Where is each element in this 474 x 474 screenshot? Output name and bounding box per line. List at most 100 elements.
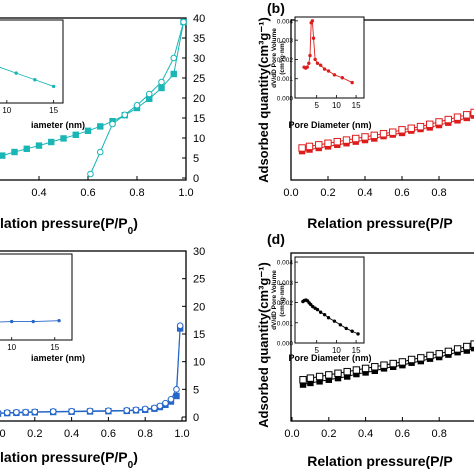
inset-x-tick-label: 5: [314, 346, 319, 355]
data-point-desorption: [86, 407, 94, 415]
inset-data-point: [326, 316, 331, 320]
x-tick-label: 0.8: [431, 187, 446, 199]
panel-d: 0.0 0.2 0.4 0.6 0.8 Relation pressure(P/P Adso…: [256, 231, 474, 469]
data-point-desorption: [389, 128, 397, 136]
data-point-desorption: [133, 101, 141, 109]
data-point-desorption: [315, 372, 324, 381]
x-tick-label: 0.2: [27, 428, 42, 440]
y-tick-label: 30: [193, 246, 205, 258]
data-point-adsorption: [11, 148, 18, 156]
y-tick-label: 20: [193, 301, 205, 313]
x-tick-label: 0.0: [283, 187, 298, 199]
data-point-adsorption: [344, 373, 351, 380]
inset-data-point: [305, 65, 309, 69]
data-point-desorption: [167, 395, 175, 403]
data-point-desorption: [145, 90, 153, 98]
data-point-desorption: [132, 406, 140, 414]
inset-y-tick-label: 0.004: [277, 260, 294, 267]
x-tick-label: 0.4: [64, 428, 79, 440]
inset-y-tick-label: 0.001: [277, 76, 294, 83]
data-point-desorption: [333, 137, 341, 146]
inset-x-axis-label: iameter (nm): [31, 353, 85, 363]
data-point-adsorption: [371, 367, 378, 375]
inset-data-point: [322, 312, 327, 317]
inset-y-tick-label: 0.004: [277, 18, 294, 25]
data-point-desorption: [342, 136, 351, 144]
inset-y-tick-label: 0.002: [277, 300, 294, 307]
inset-data-point: [307, 61, 311, 65]
inset-frame: [0, 253, 73, 341]
data-point-desorption: [151, 404, 158, 412]
inset-data-point: [14, 71, 18, 75]
inset-x-axis-label: Pore Diameter (nm): [288, 120, 371, 130]
data-point-desorption: [49, 408, 57, 415]
data-point-adsorption: [97, 123, 104, 130]
y-tick-label: 25: [193, 274, 205, 286]
data-point-desorption: [324, 139, 332, 147]
inset-data-point: [322, 67, 327, 71]
inset-y-axis-unit: (cm³/g·nm): [279, 283, 286, 317]
inset-x-tick-label: 10: [2, 106, 11, 115]
inset-y-tick-label: 0.002: [277, 57, 294, 64]
inset-data-point: [57, 318, 61, 323]
panel-label: (d): [267, 231, 285, 247]
data-point-desorption: [141, 405, 149, 413]
inset-x-tick-label: 5: [314, 101, 319, 110]
inset-b: 5 10 15 0.000 0.001 0.002 0.003 0.004 dV/dD Pore…: [271, 16, 372, 130]
data-point-desorption: [371, 363, 379, 371]
data-point-desorption: [343, 367, 351, 376]
data-point-desorption: [470, 108, 474, 117]
plot-frame: [290, 19, 474, 181]
inset-y-axis-label: dV/dD Pore Volume: [271, 270, 278, 330]
series-line-adsorption: [0, 328, 181, 415]
inset-data-point: [356, 332, 360, 336]
data-point-desorption: [416, 122, 425, 131]
data-point-desorption: [470, 340, 474, 348]
data-point-desorption: [361, 364, 370, 373]
inset-series-line: [303, 19, 353, 83]
inset-data-point: [313, 57, 317, 62]
inset-y-axis-label: dV/dD Pore Volume: [271, 28, 278, 88]
data-point-desorption: [13, 408, 20, 416]
data-point-desorption: [380, 361, 388, 369]
data-point-desorption: [453, 345, 462, 353]
data-point-desorption: [121, 111, 129, 119]
data-point-adsorption: [48, 138, 55, 146]
x-axis-label: Relation pressure(P/P: [307, 453, 453, 469]
y-tick-label: 10: [193, 133, 205, 145]
x-tick-label: 0.6: [395, 428, 410, 440]
data-point-desorption: [352, 134, 360, 143]
data-point-desorption: [334, 369, 342, 377]
data-point-adsorption: [84, 127, 92, 134]
y-tick-label: 30: [193, 53, 205, 65]
data-point-desorption: [105, 407, 112, 414]
inset-y-tick-label: 0.000: [277, 341, 294, 348]
data-point-desorption: [444, 115, 452, 124]
x-tick-label: 0.4: [31, 187, 46, 199]
y-tick-label: 20: [193, 93, 205, 105]
plot-frame: [0, 250, 187, 422]
x-axis-label: Relation pressure(P/P: [307, 215, 453, 231]
data-point-desorption: [3, 409, 11, 416]
data-point-desorption: [123, 407, 131, 414]
x-tick-label: 0.8: [138, 428, 153, 440]
x-tick-label: 0.6: [394, 187, 409, 199]
data-point-adsorption: [334, 374, 342, 382]
inset-data-point: [311, 36, 316, 40]
data-point-desorption: [379, 130, 388, 138]
data-point-adsorption: [362, 369, 369, 376]
data-point-desorption: [173, 386, 180, 393]
data-point-adsorption: [72, 131, 79, 138]
data-point-desorption: [435, 350, 443, 358]
x-tick-label: 0.4: [357, 187, 372, 199]
inset-data-point: [31, 319, 35, 324]
inset-data-point: [344, 326, 348, 331]
data-point-adsorption: [158, 84, 165, 92]
data-point-desorption: [444, 347, 453, 356]
inset-y-tick-label: 0.003: [277, 280, 294, 287]
x-tick-label: 0.4: [358, 428, 373, 440]
inset-data-point: [326, 69, 331, 73]
inset-y-tick-label: 0.003: [277, 38, 294, 45]
data-point-desorption: [398, 358, 407, 366]
x-tick-label: 1.0: [174, 428, 189, 440]
